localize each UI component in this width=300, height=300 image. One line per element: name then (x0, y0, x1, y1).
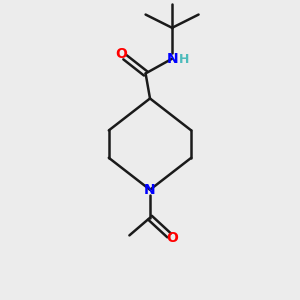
Text: H: H (179, 53, 190, 66)
Text: N: N (166, 52, 178, 66)
Text: O: O (116, 47, 128, 61)
Text: O: O (167, 231, 178, 245)
Text: N: N (144, 183, 156, 197)
